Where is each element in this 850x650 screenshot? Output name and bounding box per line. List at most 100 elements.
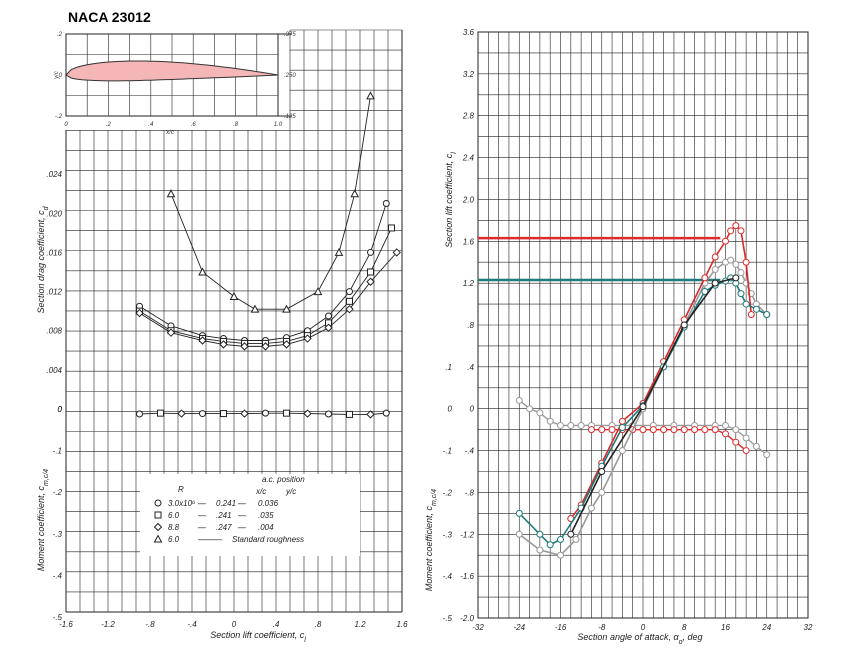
moment-ytick: -.4 <box>53 571 63 580</box>
drag-curve <box>139 227 392 344</box>
marker-circle <box>732 438 740 446</box>
lift-ytick: 2.8 <box>462 112 475 121</box>
right-xtick: 32 <box>804 623 813 632</box>
lift-ytick: 1.6 <box>463 237 475 246</box>
marker-triangle <box>282 304 291 313</box>
lift-ytick: -1.6 <box>460 572 474 581</box>
left-moment-series <box>136 409 390 419</box>
marker-circle <box>587 426 595 434</box>
right-ticks: -32 -24 -16 -8 0 8 16 24 32 3.6 3.2 2.8 2.4 2.0 1.6 1.2… <box>443 28 813 632</box>
marker-circle <box>536 546 544 554</box>
drag-curve <box>139 203 387 341</box>
right-xtick: -8 <box>598 623 606 632</box>
marker-circle <box>325 410 332 418</box>
marker-diamond <box>198 336 207 345</box>
marker-circle <box>382 200 390 207</box>
drag-ytick: .004 <box>46 366 62 375</box>
right-moment-ytick: -.3 <box>443 530 453 539</box>
marker-circle <box>670 426 678 434</box>
airfoil-xtick: .2 <box>106 122 112 128</box>
right-panel: -32 -24 -16 -8 0 8 16 24 32 3.6 3.2 2.8 2.4 2.0 1.6 1.2… <box>424 28 813 646</box>
marker-circle <box>680 426 688 434</box>
marker-circle <box>711 426 719 434</box>
marker-diamond <box>366 410 375 419</box>
marker-circle <box>732 222 740 230</box>
marker-circle <box>515 509 523 517</box>
marker-diamond <box>303 409 312 418</box>
right-moment-ytick: -.5 <box>443 614 453 623</box>
airfoil-xtick: 1.0 <box>274 122 283 128</box>
lift-ytick: 2.4 <box>462 154 475 163</box>
marker-circle <box>711 266 719 274</box>
marker-circle <box>763 311 771 319</box>
marker-circle <box>732 274 740 282</box>
marker-triangle <box>334 247 344 256</box>
marker-circle <box>701 426 709 434</box>
lift-ytick: 1.2 <box>463 279 475 288</box>
right-moment-ytick: 0 <box>448 405 453 414</box>
left-xtick: .8 <box>315 620 322 629</box>
legend-r-value: 3.0x10⁶ <box>168 499 196 508</box>
marker-circle <box>325 312 332 320</box>
marker-circle <box>680 321 688 329</box>
legend-r-value: 6.0 <box>168 535 180 544</box>
lift-curve <box>570 277 737 535</box>
marker-circle <box>732 260 740 268</box>
marker-circle <box>546 541 554 549</box>
left-xtick: -.4 <box>187 620 197 629</box>
legend-r-value: 6.0 <box>168 511 180 520</box>
left-xlabel: Section lift coefficient, cl <box>210 630 306 644</box>
drag-ytick: .008 <box>46 327 62 336</box>
marker-circle <box>572 536 580 544</box>
moment-ytick: -.2 <box>53 488 63 497</box>
marker-circle <box>598 426 606 434</box>
right-xtick: 24 <box>761 623 771 632</box>
lift-ytick: 3.2 <box>463 70 475 79</box>
marker-circle <box>742 434 750 442</box>
marker-circle <box>136 410 143 418</box>
right-xtick: -16 <box>555 623 567 632</box>
marker-circle <box>598 488 606 496</box>
legend-xc-value: .241 <box>216 511 232 520</box>
marker-circle <box>557 536 564 544</box>
marker-square <box>346 297 353 305</box>
marker-triangle <box>153 534 163 543</box>
airfoil-shape <box>65 60 279 82</box>
airfoil-xtick: 0 <box>64 122 68 128</box>
marker-diamond <box>135 308 144 318</box>
marker-circle <box>557 551 564 559</box>
marker-circle <box>536 530 544 538</box>
moment-ytick: -.3 <box>53 530 63 539</box>
marker-circle <box>742 300 750 308</box>
marker-triangle <box>250 304 260 313</box>
marker-circle <box>649 426 657 434</box>
marker-square <box>154 511 162 519</box>
legend-dash: ——— <box>197 535 223 544</box>
marker-diamond <box>166 328 176 337</box>
legend-r-value: 8.8 <box>168 523 180 532</box>
legend-dash: — <box>237 523 247 532</box>
drag-ytick: .020 <box>46 209 62 218</box>
drag-curve <box>170 95 371 310</box>
marker-circle <box>711 279 719 287</box>
legend-header-ac: a.c. position <box>262 475 305 484</box>
lift-ylabel: Section lift coefficient, cl <box>444 152 458 248</box>
lift-ytick: 0 <box>470 405 475 414</box>
marker-circle <box>618 424 626 432</box>
marker-circle <box>546 417 554 425</box>
lift-ytick: .8 <box>467 321 474 330</box>
drag-series <box>135 91 401 351</box>
airfoil-panel: 0.2.4.6.81.0.20-.2.375.250.125 x/c y/c <box>54 32 296 136</box>
marker-triangle <box>166 189 176 198</box>
marker-circle <box>763 451 771 459</box>
marker-circle <box>367 248 374 256</box>
right-moment-ytick: .1 <box>445 363 452 372</box>
right-xlabel: Section angle of attack, αo, deg <box>577 632 702 646</box>
marker-diamond <box>303 334 312 343</box>
legend-header-xc: x/c <box>255 487 266 496</box>
legend-header-r: R <box>178 485 184 494</box>
marker-circle <box>515 530 523 538</box>
marker-circle <box>587 504 595 512</box>
marker-circle <box>618 447 626 455</box>
